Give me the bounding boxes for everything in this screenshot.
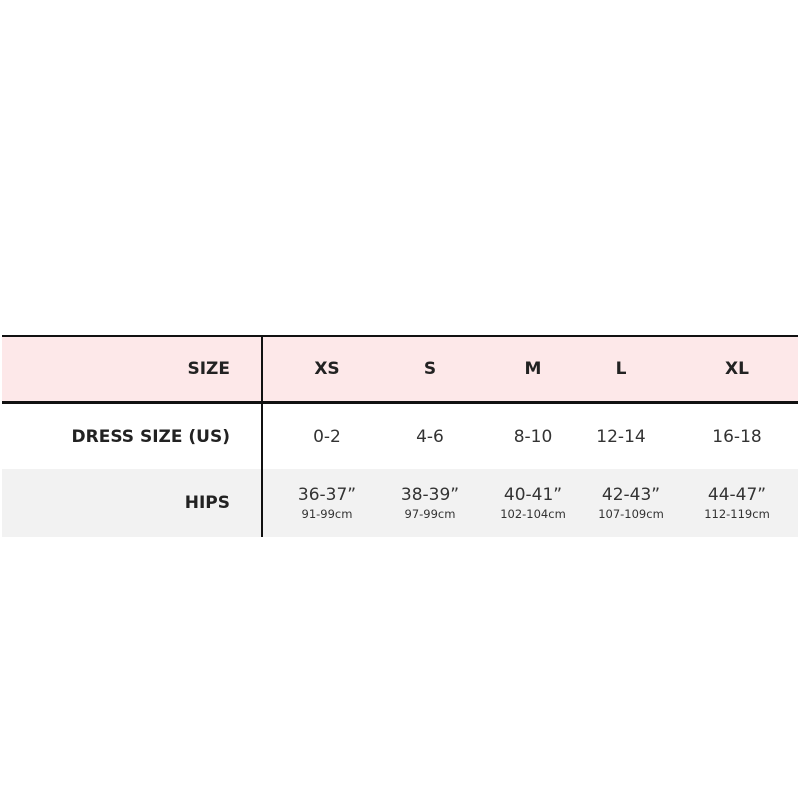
- hips-label: HIPS: [184, 493, 230, 513]
- hips-cell: 36-37” 91-99cm: [272, 469, 382, 537]
- hips-cm: 112-119cm: [704, 507, 770, 521]
- hips-cm: 107-109cm: [598, 507, 664, 521]
- hips-cm: 97-99cm: [404, 507, 456, 521]
- hips-row: HIPS 36-37” 91-99cm 38-39” 97-99cm 40-41” 1…: [2, 469, 798, 537]
- size-label: SIZE: [187, 359, 230, 379]
- size-s: S: [423, 359, 437, 379]
- dress-size-value: 12-14: [596, 426, 646, 447]
- size-m: M: [524, 359, 542, 379]
- dress-size-value: 16-18: [712, 426, 762, 447]
- hips-cell: 40-41” 102-104cm: [478, 469, 588, 537]
- dress-size-label: DRESS SIZE (US): [71, 426, 230, 447]
- header-row: SIZE XS S M L XL: [2, 335, 798, 404]
- size-xs: XS: [314, 359, 340, 379]
- dress-size-row: DRESS SIZE (US) 0-2 4-6 8-10 12-14 16-18: [2, 404, 798, 469]
- size-xl: XL: [725, 359, 749, 379]
- hips-cell: 42-43” 107-109cm: [576, 469, 686, 537]
- hips-cm: 102-104cm: [500, 507, 566, 521]
- dress-size-value: 0-2: [313, 426, 341, 447]
- hips-cm: 91-99cm: [301, 507, 353, 521]
- hips-inches: 36-37”: [297, 485, 357, 505]
- size-l: L: [615, 359, 627, 379]
- hips-inches: 44-47”: [707, 485, 767, 505]
- hips-cell: 38-39” 97-99cm: [375, 469, 485, 537]
- hips-inches: 38-39”: [400, 485, 460, 505]
- hips-cell: 44-47” 112-119cm: [682, 469, 792, 537]
- dress-size-value: 8-10: [513, 426, 553, 447]
- hips-inches: 42-43”: [601, 485, 661, 505]
- size-chart-table: SIZE XS S M L XL DRESS SIZE (US) 0-2 4-6…: [2, 335, 798, 537]
- hips-inches: 40-41”: [503, 485, 563, 505]
- dress-size-value: 4-6: [416, 426, 444, 447]
- column-divider: [261, 335, 263, 537]
